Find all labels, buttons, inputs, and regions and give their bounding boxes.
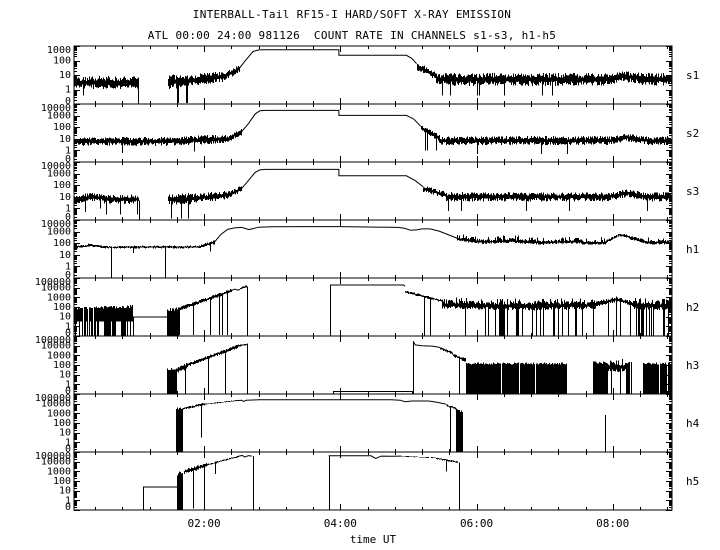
y-tick-label: 1000 [47, 169, 71, 180]
y-tick-label: 0 [65, 386, 71, 397]
y-tick-label: 1000 [47, 350, 71, 361]
y-tick-label: 1 [65, 145, 71, 156]
y-tick-label: 100 [53, 302, 71, 313]
chart-title: INTERBALL-Tail RF15-I HARD/SOFT X-RAY EM… [192, 8, 512, 21]
x-axis-label: time UT [349, 533, 397, 546]
x-tick-label: 06:00 [460, 517, 493, 530]
y-tick-label: 100000 [35, 277, 71, 288]
x-tick-label: 02:00 [188, 517, 221, 530]
y-tick-label: 10000 [41, 161, 71, 172]
y-tick-label: 0 [65, 154, 71, 165]
x-tick-label: 08:00 [596, 517, 629, 530]
trace-s3 [74, 168, 672, 220]
y-tick-label: 100 [53, 360, 71, 371]
trace-h1 [74, 226, 672, 278]
y-tick-label: 1 [65, 321, 71, 332]
y-tick-label: 100 [53, 56, 71, 67]
trace-s2 [74, 109, 672, 154]
channel-label-s3: s3 [686, 185, 699, 198]
y-tick-label: 100000 [35, 393, 71, 404]
panel-border-h1 [73, 219, 673, 279]
y-tick-label: 1 [65, 437, 71, 448]
y-tick-label: 10 [59, 134, 71, 145]
y-tick-label: 1000 [47, 292, 71, 303]
y-tick-label: 10000 [41, 103, 71, 114]
y-tick-label: 10 [59, 250, 71, 261]
panel-border-s1 [73, 45, 673, 105]
y-tick-label: 1 [65, 261, 71, 272]
y-tick-label: 10000 [41, 283, 71, 294]
y-tick-label: 0 [65, 444, 71, 455]
y-tick-label: 10000 [41, 399, 71, 410]
y-tick-label: 0 [65, 328, 71, 339]
y-tick-label: 0 [65, 96, 71, 107]
trace-h5 [143, 454, 460, 510]
y-tick-label: 1 [65, 379, 71, 390]
y-tick-label: 1 [65, 203, 71, 214]
y-tick-label: 0 [65, 270, 71, 281]
panel-border-s3 [73, 161, 673, 221]
channel-label-h4: h4 [686, 417, 700, 430]
panel-border-h3 [73, 335, 673, 395]
trace-h4 [176, 399, 606, 452]
channel-label-s2: s2 [686, 127, 699, 140]
y-tick-label: 100 [53, 418, 71, 429]
panel-border-h5 [73, 451, 673, 511]
y-tick-label: 1000 [47, 466, 71, 477]
trace-h3 [167, 341, 672, 394]
y-tick-label: 1000 [47, 45, 71, 56]
channel-label-h2: h2 [686, 301, 699, 314]
trace-h2 [74, 284, 672, 336]
channel-label-h1: h1 [686, 243, 699, 256]
y-tick-label: 10 [59, 428, 71, 439]
chart-subtitle: ATL 00:00 24:00 981126 COUNT RATE IN CHA… [147, 29, 557, 42]
y-tick-label: 0 [65, 212, 71, 223]
panel-border-h4 [73, 393, 673, 453]
y-tick-label: 10000 [41, 341, 71, 352]
panel-border-s2 [73, 103, 673, 163]
trace-s1 [74, 49, 672, 104]
y-tick-label: 100 [53, 476, 71, 487]
channel-label-s1: s1 [686, 69, 699, 82]
channel-label-h5: h5 [686, 475, 699, 488]
y-tick-label: 10 [59, 486, 71, 497]
y-tick-label: 1000 [47, 111, 71, 122]
y-tick-label: 1000 [47, 227, 71, 238]
channel-label-h3: h3 [686, 359, 699, 372]
y-tick-label: 10 [59, 192, 71, 203]
axis-labels: 10001001010s11000010001001010s2100001000… [35, 45, 700, 530]
y-tick-label: 10 [59, 370, 71, 381]
y-tick-label: 10 [59, 312, 71, 323]
y-tick-label: 10000 [41, 219, 71, 230]
y-tick-label: 100000 [35, 451, 71, 462]
y-tick-label: 10000 [41, 457, 71, 468]
y-tick-label: 1 [65, 85, 71, 96]
y-tick-label: 100 [53, 238, 71, 249]
y-tick-label: 1000 [47, 408, 71, 419]
y-tick-label: 100000 [35, 335, 71, 346]
y-tick-label: 10 [59, 70, 71, 81]
x-tick-label: 04:00 [324, 517, 357, 530]
y-tick-label: 100 [53, 180, 71, 191]
y-tick-label: 100 [53, 122, 71, 133]
y-tick-label: 1 [65, 495, 71, 506]
y-tick-label: 0 [65, 502, 71, 513]
